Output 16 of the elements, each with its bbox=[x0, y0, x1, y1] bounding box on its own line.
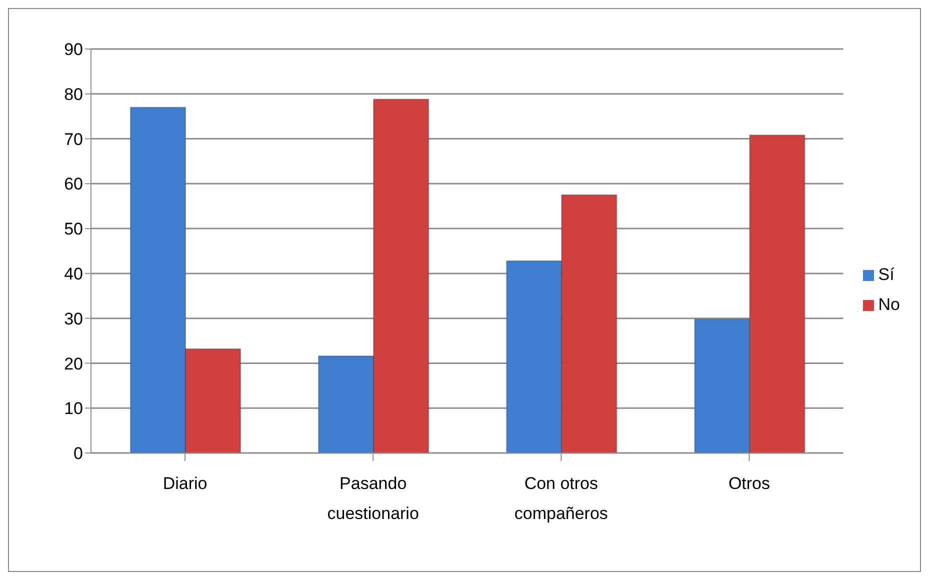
y-tick-label: 60 bbox=[64, 174, 83, 194]
y-tick-label: 90 bbox=[64, 40, 83, 60]
y-tick-label: 10 bbox=[64, 399, 83, 418]
y-tick-label: 80 bbox=[64, 84, 83, 104]
x-tick-label: Pasando cuestionario bbox=[327, 474, 419, 524]
y-tick-label: 70 bbox=[64, 130, 83, 149]
x-tick-label: Diario bbox=[162, 474, 208, 494]
legend-label: Sí bbox=[878, 265, 894, 284]
x-tick-label: Otros bbox=[728, 474, 770, 494]
y-tick-label: 20 bbox=[64, 354, 83, 374]
legend-label: No bbox=[878, 295, 900, 314]
y-tick-label: 30 bbox=[64, 309, 83, 328]
y-tick-label: 40 bbox=[64, 264, 83, 284]
y-tick-label: 50 bbox=[64, 220, 83, 239]
x-tick-label: Con otros compañeros bbox=[514, 474, 608, 524]
y-tick-label: 0 bbox=[74, 444, 83, 464]
